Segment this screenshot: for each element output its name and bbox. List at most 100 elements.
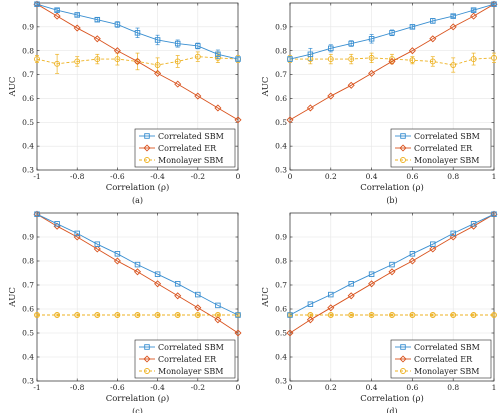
data-point [368,54,375,61]
data-point [327,92,335,100]
x-axis-label: Correlation (ρ) [360,182,424,193]
legend: Correlated SBM Correlated ER Monolayer SBM [134,128,236,168]
data-point [408,257,416,265]
data-point [215,302,221,309]
y-tick-label: 0.4 [22,142,34,151]
data-point [34,312,40,318]
data-point [74,12,80,18]
data-point [54,60,61,67]
data-point [348,312,355,318]
x-axis-label: Correlation (ρ) [106,393,170,404]
data-point [114,21,121,28]
data-point [113,47,121,55]
data-point [470,312,477,318]
x-tick-label: 0 [236,172,241,181]
legend-swatch-marker [144,133,150,139]
legend: Correlated SBM Correlated ER Monolayer SBM [134,339,236,379]
data-point [287,56,293,62]
subplot-3: -1 -0.8 -0.6 -0.4 -0.2 0 0.3 0.4 0.5 0.6 0.7 0.8 0.9… [8,210,242,413]
data-point [388,57,396,65]
data-point [114,56,121,63]
legend-swatch-marker [400,157,406,163]
y-axis-label: AUC [8,287,18,308]
data-point [134,30,141,36]
y-tick-label: 0.6 [275,94,287,103]
y-tick-label: 0.7 [275,70,287,79]
legend-entry: Correlated SBM [158,343,224,352]
data-point [154,271,161,277]
data-point [430,18,436,24]
data-point [174,80,182,88]
data-point [133,57,142,65]
data-point [347,81,355,89]
legend-swatch-marker [400,368,406,374]
x-tick-label: 0.2 [325,172,337,181]
x-tick-label: 1 [492,383,497,392]
series-line [289,213,495,316]
x-tick-label: -0.4 [150,172,165,181]
x-tick-label: 0.6 [406,172,418,181]
data-point [94,56,101,63]
y-tick-label: 0.6 [22,305,34,314]
subplot-caption: (d) [386,407,397,413]
y-tick-label: 0.8 [275,46,287,55]
data-point [174,292,182,300]
data-point [348,40,354,47]
data-point [195,291,201,298]
x-tick-label: 0.2 [325,383,337,392]
x-tick-label: -0.6 [110,383,125,392]
legend-entry: Correlated SBM [414,343,480,352]
legend-entry: Correlated ER [414,144,473,153]
legend-swatch-marker [143,144,151,152]
series-correlated-er [286,0,498,124]
y-tick-label: 0.4 [22,353,34,362]
data-point [174,40,181,47]
legend-swatch-marker [144,368,150,374]
data-point [154,312,161,318]
y-tick-label: 0.6 [275,305,287,314]
y-tick-label: 0.8 [22,257,34,266]
data-point [286,116,294,124]
data-point [389,261,395,268]
legend-entry: Monolayer SBM [414,367,479,376]
data-point [154,62,161,68]
data-point [470,7,477,13]
data-point [194,53,201,60]
legend-entry: Correlated ER [158,355,217,364]
series-correlated-sbm [287,211,497,318]
data-point [368,36,375,42]
data-point [327,312,334,318]
data-point [450,62,457,68]
y-tick-label: 0.3 [275,166,287,175]
data-point [134,312,141,318]
data-point [54,7,60,13]
x-tick-label: -0.8 [70,172,85,181]
legend-entry: Correlated ER [158,144,217,153]
data-point [409,251,416,257]
legend: Correlated SBM Correlated ER Monolayer SBM [390,339,492,379]
series-line [289,3,495,121]
y-tick-label: 0.4 [275,353,287,362]
plot-frame [289,212,495,382]
data-point [235,56,241,62]
x-tick-label: -0.6 [110,172,125,181]
legend-swatch-marker [399,144,407,152]
legend-swatch-marker [400,344,406,350]
x-tick-label: 0.4 [366,172,378,181]
data-point [306,316,314,324]
y-tick-label: 0.5 [275,329,287,338]
data-point [429,312,436,318]
data-point [195,43,201,49]
data-point [450,230,456,237]
legend-swatch-marker [399,355,407,363]
data-point [133,268,142,276]
y-tick-label: 0.7 [275,281,287,290]
series-monolayer-sbm [287,52,497,73]
x-tick-label: 0 [288,172,293,181]
data-point [470,221,477,227]
y-tick-label: 0.3 [22,166,34,175]
subplot-caption: (c) [132,407,143,413]
data-point [368,271,375,277]
data-point [74,312,81,318]
